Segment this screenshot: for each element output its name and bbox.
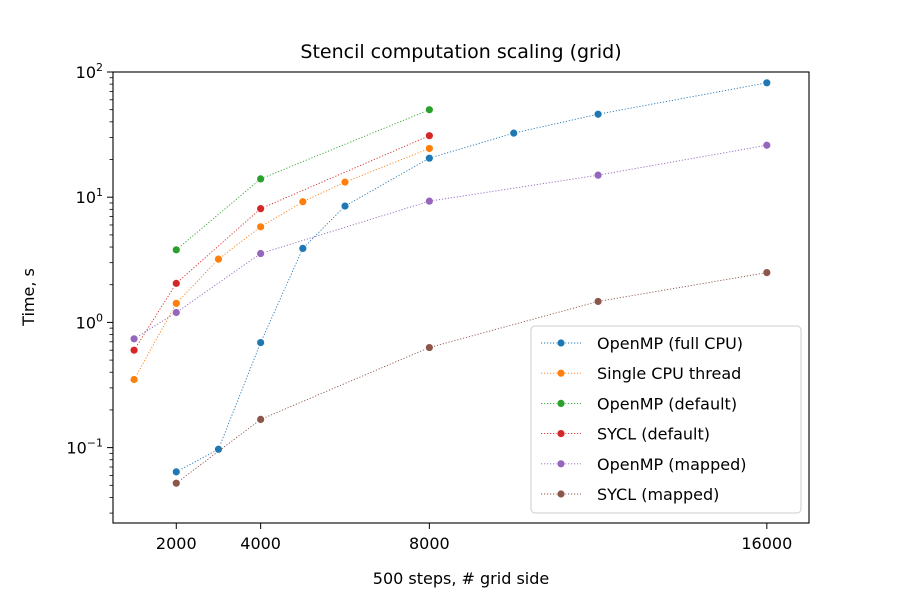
series-4 <box>129 140 772 344</box>
legend-item: OpenMP (mapped) <box>541 455 746 474</box>
data-point <box>424 153 434 163</box>
data-point <box>509 128 519 138</box>
legend: OpenMP (full CPU) Single CPU thread OpenMP… <box>530 325 802 514</box>
legend-label: OpenMP (default) <box>597 394 737 413</box>
data-point <box>424 131 434 141</box>
data-point <box>424 343 434 352</box>
data-point <box>762 268 772 277</box>
data-point <box>256 249 266 258</box>
series-3 <box>129 131 434 355</box>
data-point <box>171 308 181 317</box>
data-point <box>424 144 434 153</box>
data-point <box>762 78 772 88</box>
x-tick-label: 4000 <box>240 534 281 553</box>
chart-title: Stencil computation scaling (grid) <box>300 41 621 63</box>
series-line-3 <box>133 135 430 351</box>
series-layer <box>129 78 772 488</box>
data-point <box>593 109 603 119</box>
x-axis-label: 500 steps, # grid side <box>373 569 549 588</box>
data-point <box>298 197 308 207</box>
data-point <box>171 278 181 288</box>
legend-marker <box>556 429 566 439</box>
data-point <box>256 338 266 347</box>
data-point <box>424 196 434 206</box>
data-point <box>171 467 181 477</box>
data-point <box>171 478 181 488</box>
x-tick-label: 2000 <box>156 534 197 553</box>
data-point <box>340 201 350 211</box>
data-point <box>129 345 139 355</box>
legend-item: OpenMP (full CPU) <box>541 334 743 353</box>
y-tick-label: 102 <box>76 61 103 82</box>
x-tick-label: 8000 <box>409 534 450 553</box>
series-1 <box>129 144 434 384</box>
data-point <box>762 140 772 150</box>
plot-frame <box>112 71 810 524</box>
data-point <box>340 177 350 187</box>
data-point <box>593 170 603 180</box>
data-point <box>256 415 266 424</box>
legend-item: Single CPU thread <box>541 364 741 383</box>
legend-marker <box>556 489 566 499</box>
legend-label: Single CPU thread <box>597 364 741 383</box>
legend-marker <box>556 398 566 408</box>
y-tick-label: 101 <box>76 186 103 207</box>
series-0 <box>171 78 772 477</box>
y-tick-label: 100 <box>76 311 103 332</box>
data-point <box>256 174 266 184</box>
series-5 <box>171 268 772 488</box>
series-line-2 <box>175 109 430 251</box>
data-point <box>424 105 434 115</box>
legend-item: SYCL (default) <box>541 425 710 444</box>
data-point <box>593 297 603 306</box>
data-point <box>214 444 223 454</box>
data-point <box>129 375 139 384</box>
legend-item: SYCL (mapped) <box>541 485 719 504</box>
legend-item: OpenMP (default) <box>541 394 737 413</box>
legend-marker <box>556 459 566 469</box>
legend-label: OpenMP (mapped) <box>597 455 746 474</box>
y-axis-label: Time, s <box>19 268 38 327</box>
data-point <box>256 222 266 232</box>
axes-layer: 2000 4000 8000 16000 10−1 100 101 102 <box>66 61 810 553</box>
legend-box <box>530 325 802 514</box>
legend-label: OpenMP (full CPU) <box>597 334 743 353</box>
data-point <box>256 204 266 214</box>
data-point <box>214 254 223 264</box>
legend-marker <box>556 368 566 378</box>
series-2 <box>171 105 434 255</box>
legend-label: SYCL (default) <box>597 425 710 444</box>
legend-label: SYCL (mapped) <box>597 485 719 504</box>
data-point <box>129 334 139 344</box>
series-line-4 <box>133 144 767 340</box>
data-point <box>171 298 181 308</box>
data-point <box>298 244 308 253</box>
y-tick-label: 10−1 <box>66 437 103 458</box>
x-tick-label: 16000 <box>741 534 792 553</box>
data-point <box>171 245 181 255</box>
legend-marker <box>556 338 566 348</box>
